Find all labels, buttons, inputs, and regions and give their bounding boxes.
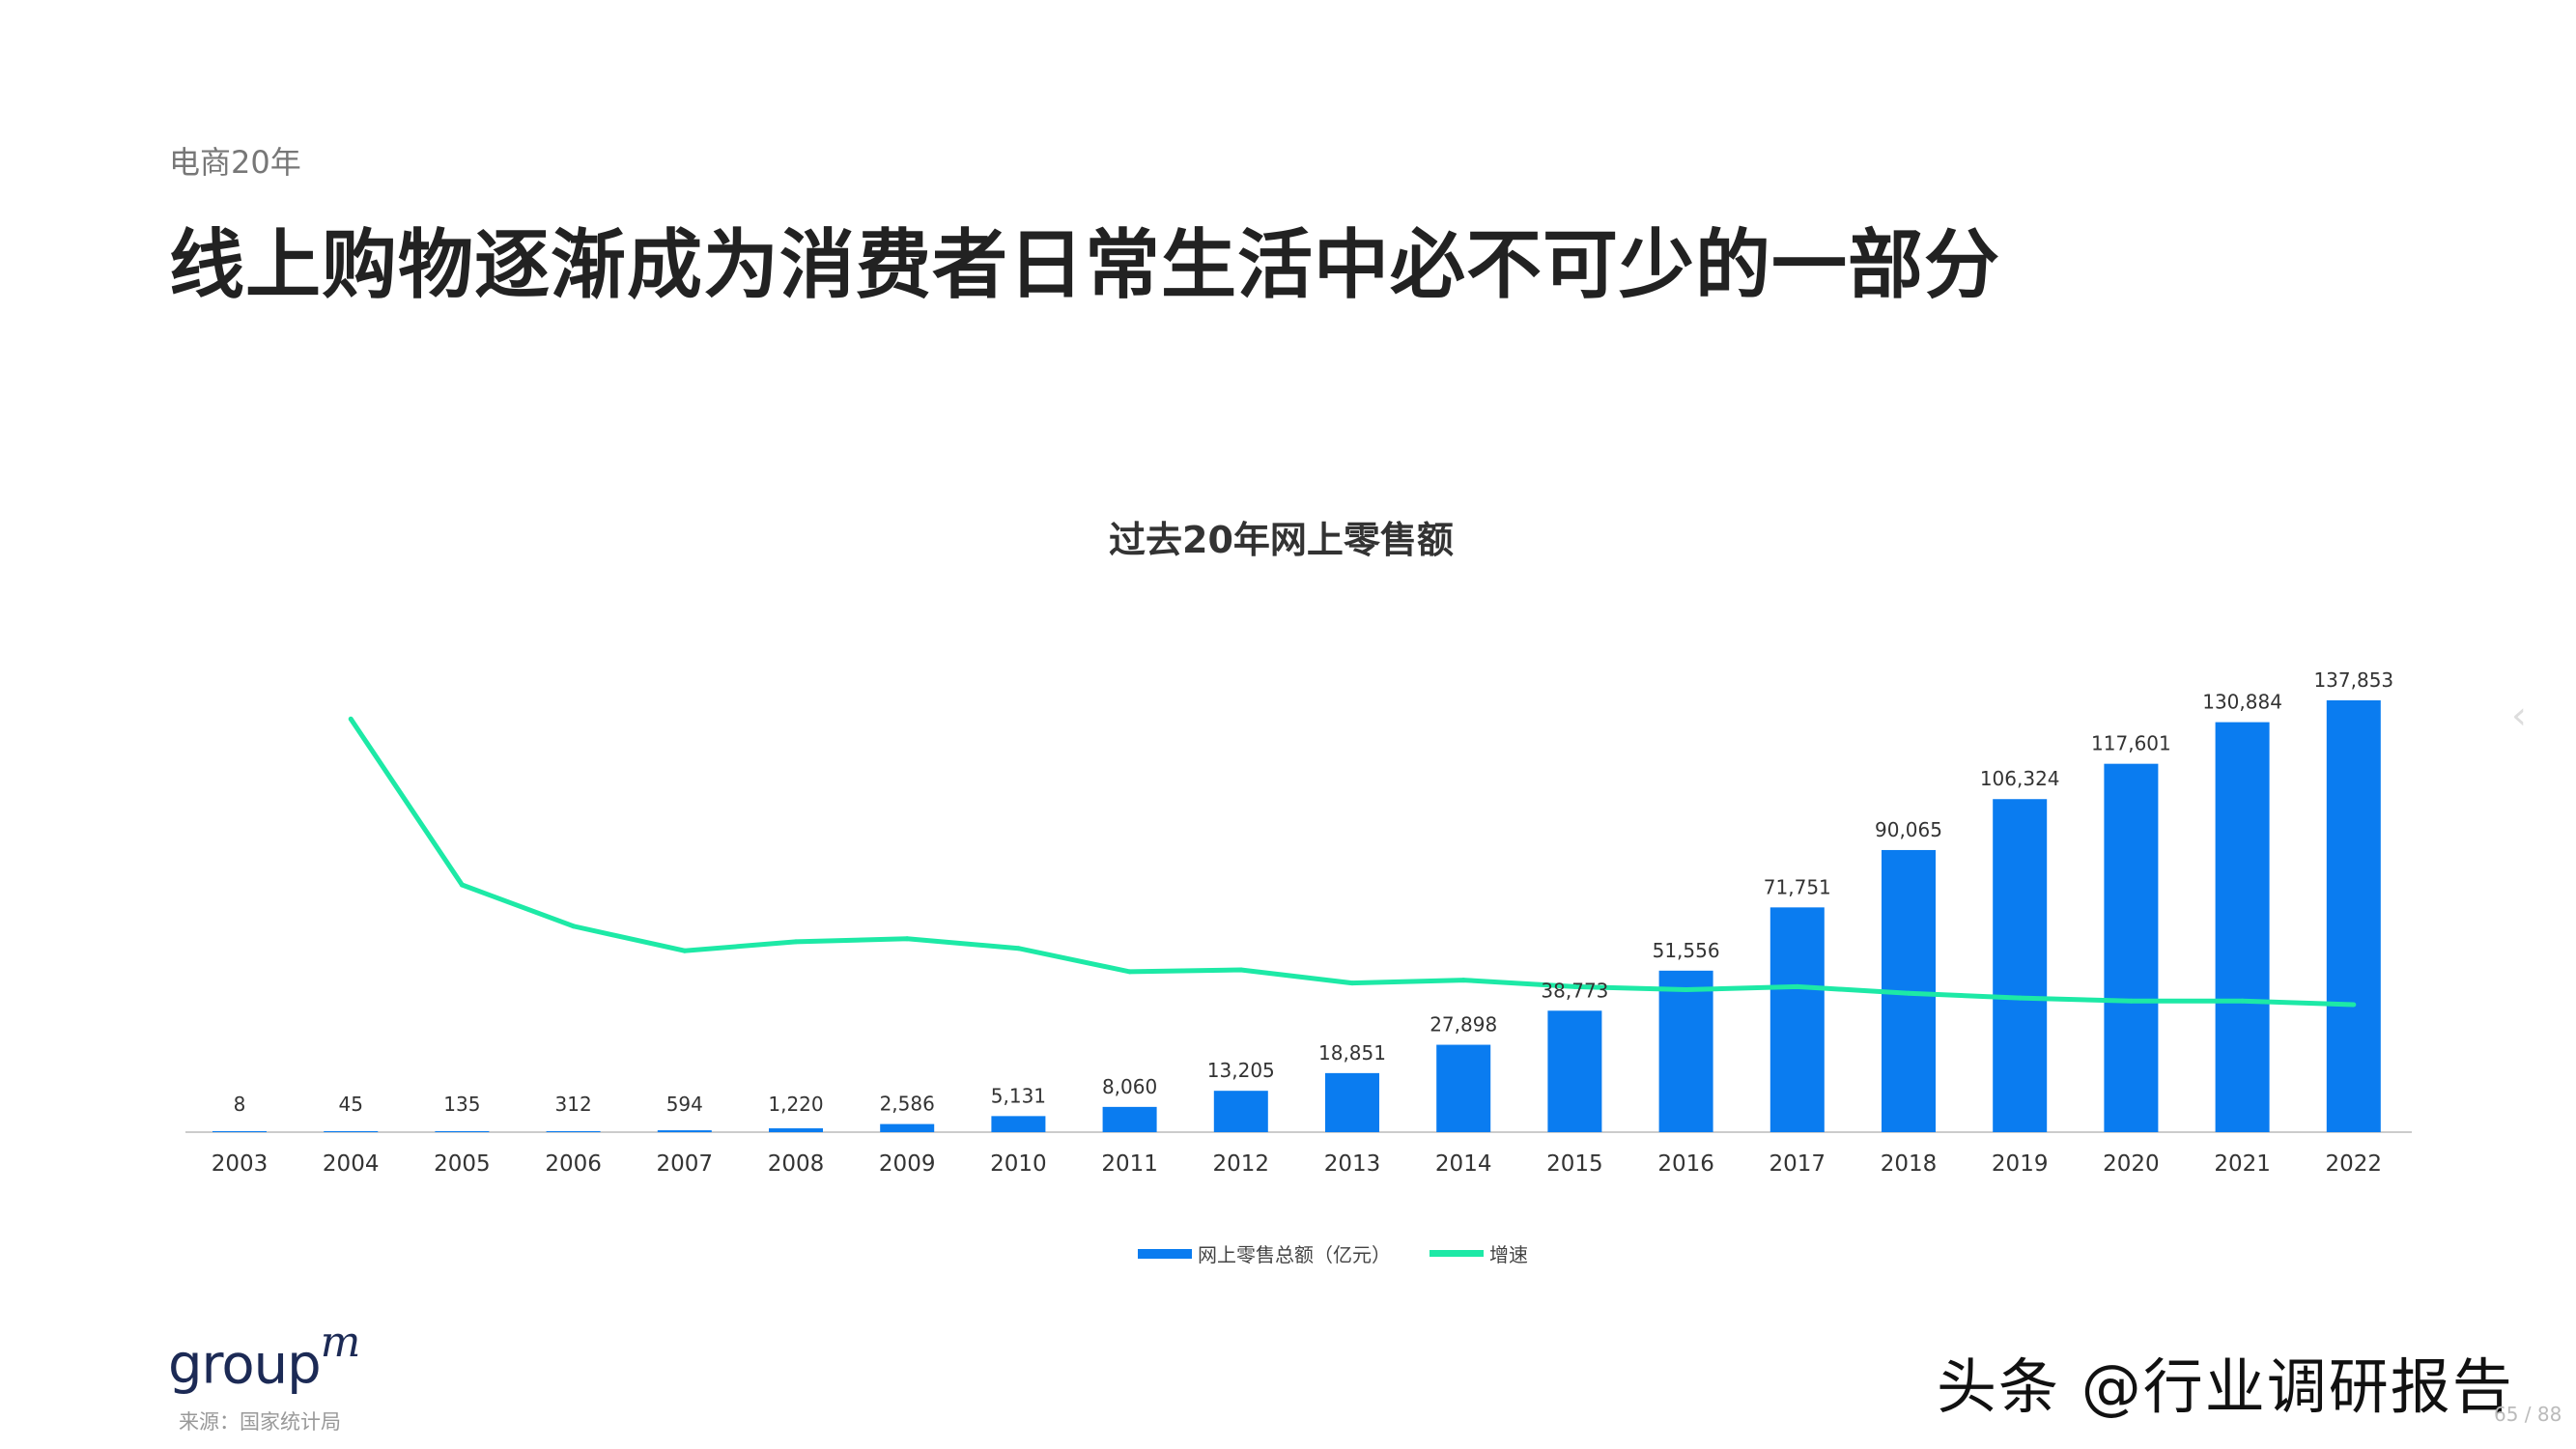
growth-point-2020	[2128, 998, 2134, 1004]
x-tick-2009: 2009	[879, 1151, 936, 1177]
data-label-2021: 130,884	[2202, 691, 2282, 714]
growth-point-2014	[1460, 978, 1466, 983]
bar-2003	[212, 1131, 267, 1132]
growth-point-2013	[1349, 980, 1355, 986]
growth-point-2021	[2240, 998, 2246, 1004]
data-label-2008: 1,220	[768, 1093, 823, 1116]
data-label-2015: 38,773	[1541, 979, 1608, 1002]
x-tick-2015: 2015	[1546, 1151, 1603, 1177]
bar-2015	[1547, 1010, 1602, 1132]
x-tick-2005: 2005	[434, 1151, 491, 1177]
growth-line	[349, 717, 2354, 1008]
legend-bar-swatch	[1138, 1248, 1192, 1259]
chart-title: 过去20年网上零售额	[1109, 519, 1454, 561]
bar-2010	[991, 1116, 1046, 1132]
growth-point-2011	[1127, 969, 1133, 975]
growth-point-2017	[1795, 983, 1800, 989]
x-tick-2006: 2006	[545, 1151, 602, 1177]
growth-point-2022	[2351, 1002, 2357, 1008]
data-label-2019: 106,324	[1980, 767, 2060, 790]
data-label-2007: 594	[666, 1093, 703, 1116]
data-label-2004: 45	[338, 1093, 362, 1116]
growth-point-2006	[571, 923, 577, 929]
x-tick-2021: 2021	[2214, 1151, 2271, 1177]
bar-2007	[657, 1130, 712, 1132]
bar-2012	[1213, 1091, 1268, 1132]
x-tick-2011: 2011	[1101, 1151, 1158, 1177]
x-tick-2014: 2014	[1435, 1151, 1492, 1177]
data-label-2020: 117,601	[2091, 732, 2171, 755]
bar-2021	[2215, 722, 2270, 1132]
bar-2014	[1436, 1044, 1491, 1132]
section-label: 电商20年	[169, 144, 301, 181]
growth-point-2015	[1571, 983, 1577, 989]
page-title: 线上购物逐渐成为消费者日常生活中必不可少的一部分	[169, 222, 2001, 309]
growth-point-2010	[1015, 946, 1021, 952]
bar-2013	[1325, 1072, 1379, 1132]
data-label-2003: 8	[234, 1093, 246, 1116]
x-tick-2020: 2020	[2103, 1151, 2160, 1177]
growth-point-2016	[1684, 987, 1689, 992]
bar-2004	[324, 1131, 379, 1132]
x-tick-2003: 2003	[212, 1151, 269, 1177]
bar-2019	[1993, 799, 2048, 1132]
x-tick-2018: 2018	[1881, 1151, 1938, 1177]
legend-line-swatch	[1430, 1250, 1484, 1257]
data-label-2011: 8,060	[1102, 1075, 1157, 1098]
chart-title-wrap: 过去20年网上零售额	[0, 510, 2576, 563]
legend-bar-label: 网上零售总额（亿元）	[1198, 1243, 1391, 1266]
x-tick-2010: 2010	[990, 1151, 1047, 1177]
bar-2020	[2104, 763, 2159, 1132]
growth-point-2004	[348, 716, 354, 722]
data-label-2012: 13,205	[1207, 1059, 1275, 1082]
data-label-2006: 312	[555, 1093, 592, 1116]
chevron-left-icon[interactable]: ‹	[2511, 694, 2527, 738]
bar-2017	[1769, 907, 1825, 1132]
bar-2016	[1658, 970, 1713, 1132]
growth-point-2019	[2017, 995, 2023, 1001]
x-tick-2019: 2019	[1992, 1151, 2049, 1177]
x-tick-2008: 2008	[768, 1151, 825, 1177]
data-label-2018: 90,065	[1875, 818, 1942, 841]
data-label-2022: 137,853	[2313, 668, 2393, 692]
x-tick-2022: 2022	[2326, 1151, 2383, 1177]
x-tick-2013: 2013	[1324, 1151, 1381, 1177]
data-label-2014: 27,898	[1430, 1013, 1497, 1037]
page-number: 65 / 88	[2494, 1403, 2562, 1426]
growth-point-2009	[904, 936, 910, 942]
watermark: 头条 @行业调研报告	[1937, 1351, 2514, 1422]
x-tick-2007: 2007	[657, 1151, 714, 1177]
bar-2006	[546, 1130, 601, 1132]
data-label-2005: 135	[443, 1093, 480, 1116]
growth-point-2018	[1906, 990, 1911, 996]
x-tick-2012: 2012	[1213, 1151, 1270, 1177]
growth-point-2012	[1238, 967, 1244, 973]
bar-2009	[880, 1123, 935, 1132]
data-label-2013: 18,851	[1318, 1041, 1386, 1065]
x-tick-2017: 2017	[1769, 1151, 1826, 1177]
x-tick-2004: 2004	[323, 1151, 380, 1177]
source-note: 来源：国家统计局	[179, 1410, 341, 1434]
groupm-logo: groupm	[168, 1318, 360, 1397]
bar-2011	[1102, 1106, 1157, 1132]
x-tick-2016: 2016	[1657, 1151, 1714, 1177]
data-label-2009: 2,586	[880, 1093, 935, 1116]
data-label-2016: 51,556	[1653, 939, 1720, 962]
data-label-2010: 5,131	[991, 1084, 1046, 1107]
growth-point-2007	[682, 948, 688, 953]
bar-2005	[435, 1131, 490, 1132]
bar-2008	[769, 1128, 823, 1132]
data-label-2017: 71,751	[1764, 875, 1831, 898]
growth-point-2008	[793, 939, 799, 945]
growth-point-2005	[459, 882, 465, 888]
legend-line-label: 增速	[1489, 1243, 1528, 1266]
bar-2022	[2326, 700, 2381, 1132]
legend: 网上零售总额（亿元） 增速	[1138, 1239, 1528, 1267]
